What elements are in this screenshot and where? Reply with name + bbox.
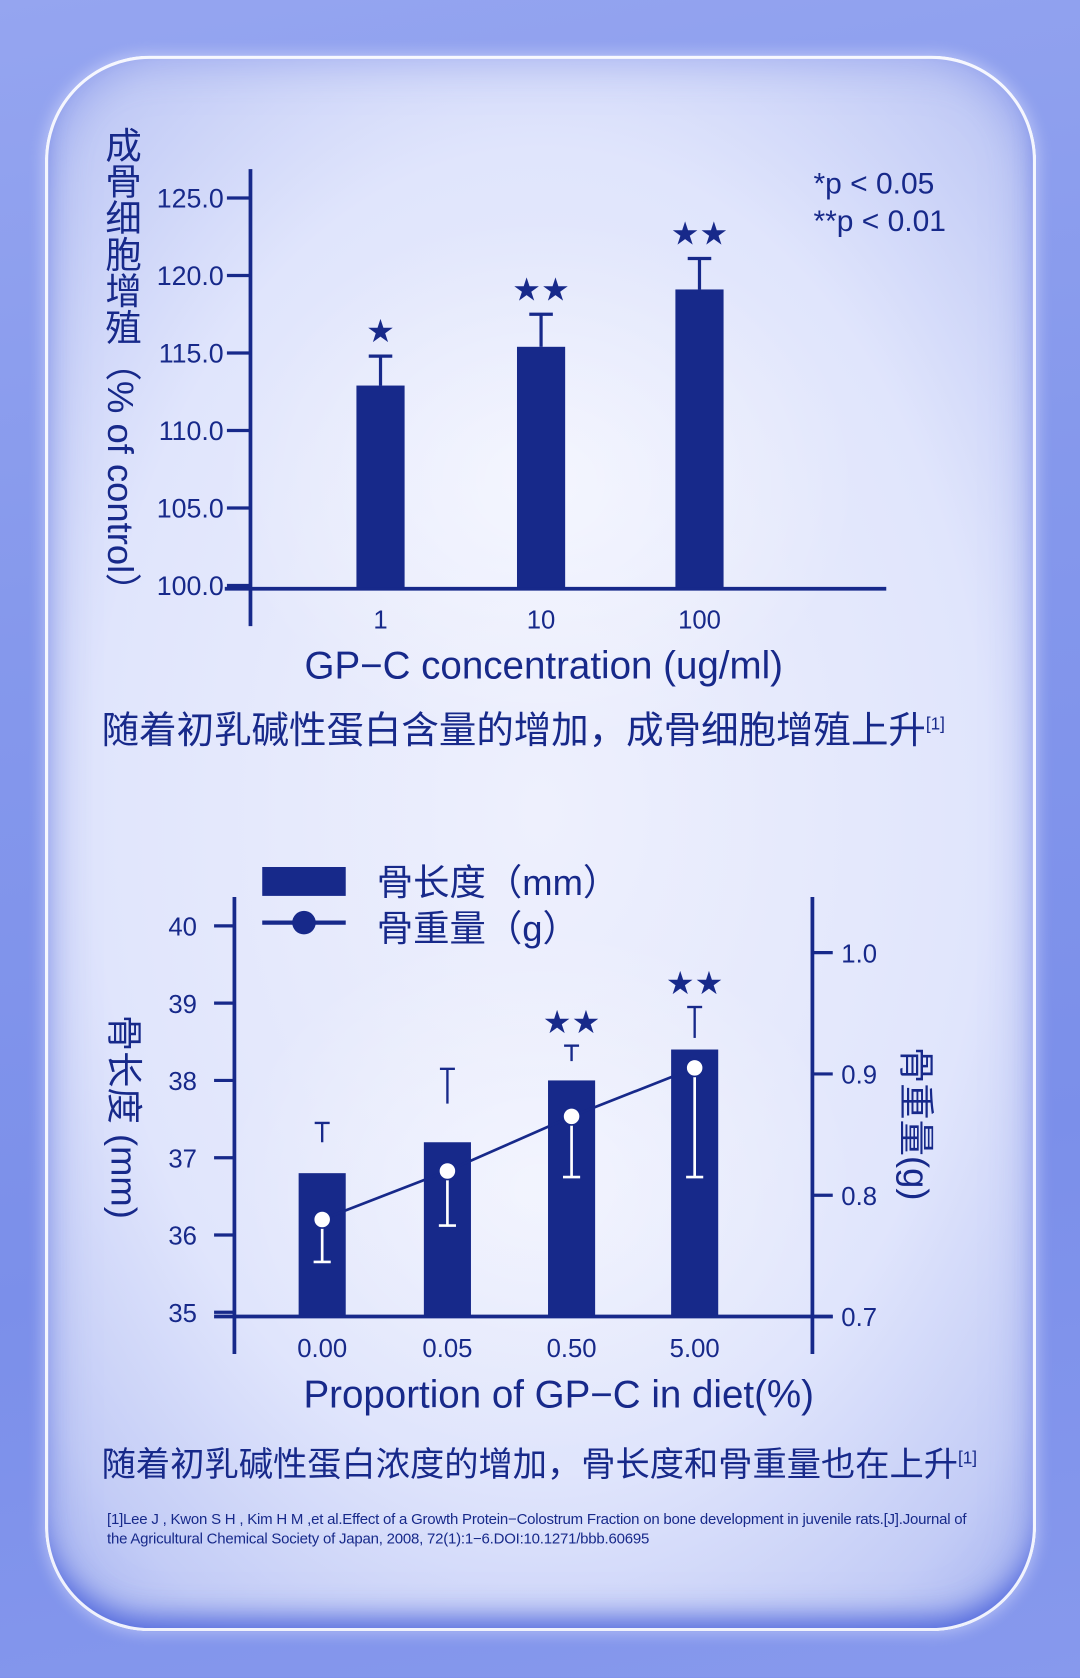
caption-reference-mark: [1] bbox=[957, 1449, 978, 1468]
chart2-x-axis-label: Proportion of GP−C in diet(%) bbox=[303, 1374, 814, 1417]
caption-text: 随着初乳碱性蛋白浓度的增加，骨长度和骨重量也在上升 bbox=[101, 1444, 958, 1484]
chart1-bar bbox=[356, 385, 405, 588]
chart1-p-value-annotation: *p < 0.05 bbox=[813, 168, 934, 201]
chart2-right-y-tick-label: 0.8 bbox=[841, 1183, 877, 1211]
chart1-significance-stars: ★★ bbox=[671, 216, 729, 252]
legend-line-label: 骨重量（g） bbox=[377, 908, 579, 949]
chart1-significance-stars: ★ bbox=[366, 313, 395, 349]
chart2-weight-line bbox=[321, 1066, 696, 1221]
chart1-y-tick-label: 115.0 bbox=[159, 339, 224, 369]
legend-marker-swatch bbox=[292, 910, 316, 935]
chart1-significance-stars: ★★ bbox=[512, 271, 570, 307]
chart2-right-y-axis-label: 骨重量(g) bbox=[894, 1046, 936, 1201]
chart2-left-y-axis-label: 骨长度 (mm) bbox=[102, 1014, 144, 1219]
chart2-x-tick-label: 0.05 bbox=[422, 1335, 472, 1363]
chart2-weight-point bbox=[438, 1161, 457, 1181]
caption-reference-mark: [1] bbox=[925, 715, 945, 734]
chart2-left-y-tick-label: 36 bbox=[168, 1223, 197, 1251]
chart1-p-value-annotation: **p < 0.01 bbox=[813, 205, 945, 238]
chart2-significance-stars: ★★ bbox=[666, 965, 724, 1001]
chart2-right-y-tick-label: 1.0 bbox=[841, 940, 877, 968]
chart1-caption: 随着初乳碱性蛋白含量的增加，成骨细胞增殖上升[1] bbox=[102, 710, 945, 753]
legend-bar-label: 骨长度（mm） bbox=[377, 862, 619, 903]
chart2-weight-point bbox=[312, 1210, 332, 1229]
chart1-y-tick-label: 100.0 bbox=[157, 571, 224, 601]
chart2-left-y-tick-label: 35 bbox=[168, 1300, 197, 1328]
chart1-y-tick-label: 105.0 bbox=[157, 494, 224, 524]
bone-length-weight-chart: 骨长度（mm） 骨重量（g） Proportion of GP−C in die… bbox=[168, 862, 877, 1417]
chart1-x-tick-label: 10 bbox=[527, 606, 556, 634]
chart1-bar bbox=[675, 289, 724, 588]
chart1-y-tick-label: 125.0 bbox=[157, 184, 224, 214]
chart2-legend: 骨长度（mm） 骨重量（g） bbox=[262, 862, 619, 949]
chart2-left-y-tick-label: 38 bbox=[168, 1068, 197, 1096]
chart2-x-tick-label: 0.00 bbox=[297, 1335, 347, 1363]
chart1-bar bbox=[516, 346, 566, 588]
chart1-x-tick-label: 1 bbox=[373, 606, 387, 634]
chart2-left-y-tick-label: 37 bbox=[168, 1145, 197, 1173]
chart1-x-tick-label: 100 bbox=[678, 606, 721, 634]
chart1-y-axis-label: 成骨细胞增殖（% of control） bbox=[99, 126, 141, 610]
chart1-y-tick-label: 120.0 bbox=[157, 261, 224, 291]
legend-bar-swatch bbox=[262, 866, 346, 896]
chart2-caption: 随着初乳碱性蛋白浓度的增加，骨长度和骨重量也在上升[1] bbox=[102, 1443, 977, 1486]
chart1-x-axis-label: GP−C concentration (ug/ml) bbox=[305, 645, 783, 688]
chart2-x-tick-label: 5.00 bbox=[670, 1335, 720, 1363]
chart2-right-y-tick-label: 0.7 bbox=[841, 1304, 877, 1332]
chart2-weight-point bbox=[685, 1058, 705, 1078]
osteoblast-proliferation-chart: GP−C concentration (ug/ml) *p < 0.05 **p… bbox=[157, 168, 946, 688]
chart2-weight-point bbox=[562, 1107, 581, 1126]
chart2-left-y-tick-label: 40 bbox=[168, 914, 197, 942]
citation-reference: [1]Lee J , Kwon S H , Kim H M ,et al.Eff… bbox=[107, 1510, 967, 1547]
chart1-y-tick-label: 110.0 bbox=[159, 416, 224, 446]
chart2-x-tick-label: 0.50 bbox=[547, 1335, 597, 1363]
chart2-significance-stars: ★★ bbox=[543, 1004, 601, 1040]
chart2-right-y-tick-label: 0.9 bbox=[841, 1062, 877, 1090]
chart2-left-y-tick-label: 39 bbox=[168, 991, 197, 1019]
caption-text: 随着初乳碱性蛋白含量的增加，成骨细胞增殖上升 bbox=[101, 709, 926, 752]
